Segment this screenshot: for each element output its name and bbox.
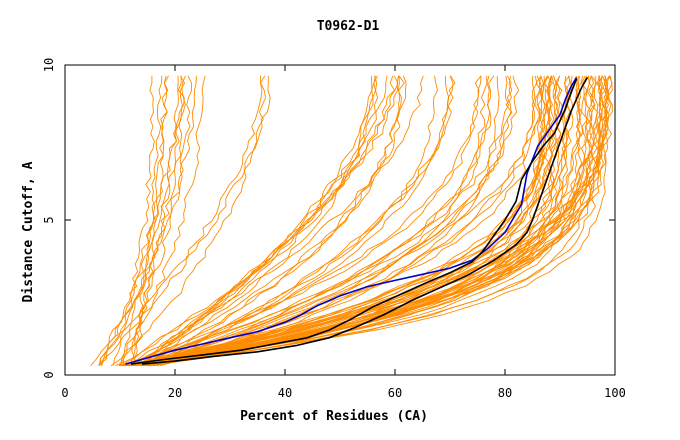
model-curve — [121, 75, 482, 367]
model-curve — [119, 75, 206, 366]
model-curve — [136, 75, 549, 367]
model-curve — [143, 75, 593, 367]
model-curve — [124, 75, 581, 367]
model-curve — [124, 75, 613, 367]
model-curve — [142, 75, 598, 367]
highlight-curve-black-1 — [130, 78, 578, 365]
model-curve — [149, 75, 454, 367]
model-curve — [119, 75, 584, 367]
x-tick-label: 60 — [388, 386, 402, 400]
model-curve — [141, 75, 513, 367]
model-curve — [131, 75, 163, 366]
x-axis-label: Percent of Residues (CA) — [240, 409, 428, 424]
y-axis-label: Distance Cutoff, A — [21, 161, 36, 302]
model-curve — [138, 75, 438, 367]
other-models-group — [90, 75, 613, 367]
model-curve — [134, 75, 168, 366]
model-curve — [119, 75, 399, 367]
x-tick-label: 100 — [604, 386, 626, 400]
model-curve — [125, 75, 424, 367]
model-curve — [143, 75, 450, 367]
model-curve — [110, 75, 267, 367]
chart-title: T0962-D1 — [317, 19, 380, 34]
y-axis-ticks: 0 5 10 — [42, 58, 615, 379]
model-curve — [125, 75, 546, 367]
model-curve — [101, 75, 186, 366]
model-curve — [140, 75, 378, 367]
x-axis-ticks: 0 20 40 60 80 100 — [61, 65, 626, 400]
model-curve — [140, 75, 407, 367]
model-curve — [142, 75, 556, 367]
x-tick-label: 0 — [61, 386, 68, 400]
y-tick-label: 10 — [42, 58, 56, 72]
model-curve — [124, 75, 589, 367]
model-curve — [122, 75, 193, 366]
x-tick-label: 40 — [278, 386, 292, 400]
model-curve — [122, 75, 592, 367]
model-curve — [124, 75, 599, 367]
model-curve — [122, 75, 491, 367]
highlight-curve-blue-0 — [125, 76, 578, 365]
model-curve — [156, 75, 488, 367]
model-curve — [128, 75, 179, 366]
model-curve — [124, 75, 572, 367]
model-curve — [133, 75, 482, 367]
model-curve — [113, 75, 155, 366]
model-curve — [148, 75, 588, 367]
model-curve — [143, 75, 513, 367]
model-curve — [90, 75, 263, 366]
y-tick-label: 0 — [42, 371, 56, 378]
model-curve — [142, 75, 545, 367]
plot-area — [90, 75, 613, 367]
highlight-models-group — [125, 76, 589, 365]
model-curve — [135, 75, 543, 367]
model-curve — [125, 75, 559, 367]
model-curve — [142, 75, 402, 367]
y-tick-label: 5 — [42, 216, 56, 223]
x-tick-label: 80 — [498, 386, 512, 400]
highlight-curve-black-2 — [141, 76, 589, 365]
model-curve — [140, 75, 388, 367]
model-curve — [139, 75, 495, 367]
model-curve — [126, 75, 405, 367]
model-curve — [143, 75, 604, 367]
x-tick-label: 20 — [168, 386, 182, 400]
model-curve — [98, 75, 197, 366]
model-curve — [137, 75, 376, 367]
model-curve — [156, 75, 538, 367]
